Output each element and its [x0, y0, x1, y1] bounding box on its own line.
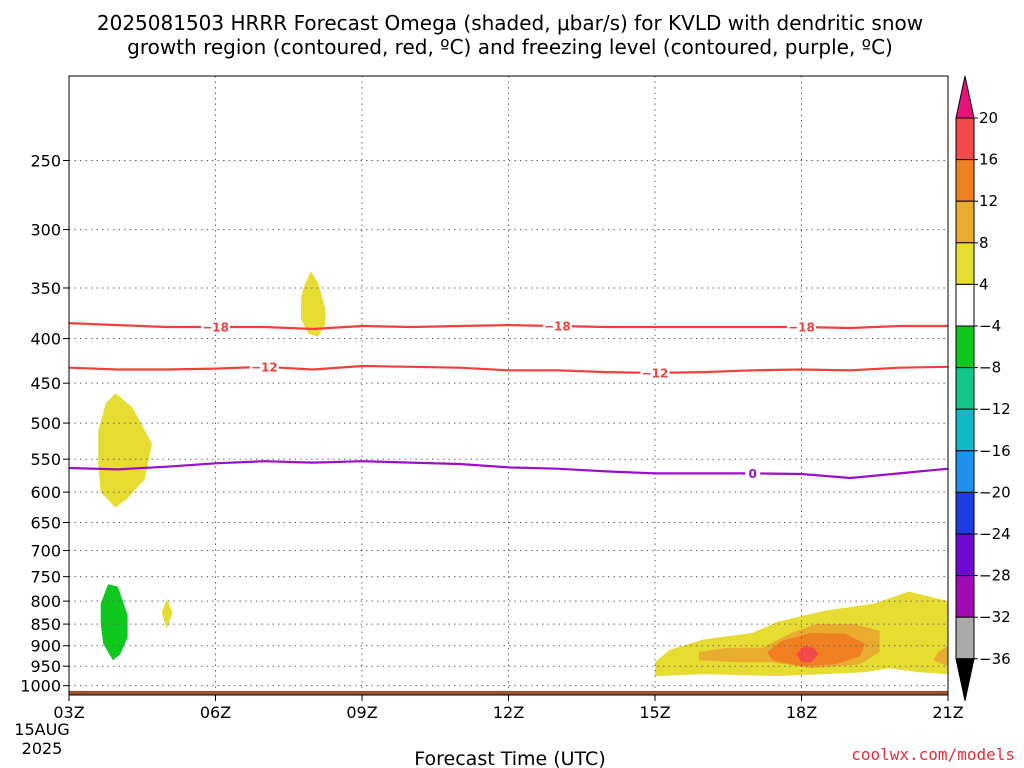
date-label-year: 2025: [22, 739, 63, 758]
x-tick-label: 03Z: [53, 703, 84, 722]
y-tick-label: 250: [30, 152, 61, 171]
colorbar-label: 20: [979, 109, 998, 127]
omega-region-3: [100, 584, 128, 661]
temperature-contours: −18 −18 −18 −12 −12 0: [69, 319, 948, 481]
y-tick-label: 950: [30, 657, 61, 676]
colorbar-label: −4: [979, 317, 1001, 335]
contour-label-bg: [787, 320, 816, 335]
x-axis-ticks: 03Z 06Z 09Z 12Z 15Z 18Z 21Z: [53, 695, 964, 722]
contour-label-bg: [249, 359, 279, 374]
colorbar-bin: [955, 533, 975, 577]
colorbar-label: −16: [979, 442, 1011, 460]
colorbar-bin: [955, 450, 975, 493]
y-tick-label: 650: [30, 513, 61, 532]
colorbar-bin: [955, 616, 975, 660]
colorbar-label: 8: [979, 234, 989, 252]
y-tick-label: 800: [30, 592, 61, 611]
y-tick-label: 750: [30, 568, 61, 587]
contour-label: −12: [251, 360, 278, 374]
y-tick-label: 400: [30, 330, 61, 349]
contour-label-bg: [542, 319, 572, 334]
omega-region-8: [796, 645, 819, 663]
y-tick-label: 550: [30, 450, 61, 469]
date-label-day: 15AUG: [14, 720, 69, 739]
grid-lines: [68, 76, 949, 695]
contour-label-bg: [201, 320, 230, 335]
colorbar-bin: [955, 408, 975, 452]
x-tick-label: 12Z: [493, 703, 524, 722]
colorbar: 20 16 12 8 4 −4 −8 −12 −16 −20 −24 −28 −32 −36: [955, 75, 1011, 701]
colorbar-label: 16: [979, 151, 998, 169]
y-tick-label: 850: [30, 615, 61, 634]
colorbar-label: −12: [979, 400, 1011, 418]
colorbar-bin: [955, 75, 975, 119]
contour-label: 0: [748, 467, 756, 481]
contour-line-2: [69, 460, 948, 480]
y-tick-label: 300: [30, 221, 61, 240]
colorbar-bin: [955, 159, 975, 202]
colorbar-label: −32: [979, 608, 1011, 626]
colorbar-label: −8: [979, 359, 1001, 377]
colorbar-bin: [955, 575, 975, 618]
contour-label: −12: [642, 366, 669, 380]
colorbar-bin: [955, 367, 975, 410]
y-tick-label: 600: [30, 483, 61, 502]
y-axis-ticks: 250 300 350 400 450 500 550 600 650 700 750 800 850 9…: [20, 152, 69, 696]
y-tick-label: 900: [30, 637, 61, 656]
contour-label: −18: [202, 321, 229, 335]
contour-label-bg: [745, 466, 761, 481]
contour-label-bg: [640, 365, 670, 380]
colorbar-label: −36: [979, 650, 1011, 668]
y-tick-label: 450: [30, 374, 61, 393]
x-tick-label: 15Z: [639, 703, 670, 722]
omega-region-7: [767, 632, 865, 667]
colorbar-bin: [955, 242, 975, 285]
colorbar-bin: [955, 491, 975, 535]
y-tick-label: 700: [30, 542, 61, 561]
x-tick-label: 09Z: [346, 703, 377, 722]
chart-title-line1: 2025081503 HRRR Forecast Omega (shaded, …: [97, 11, 923, 35]
colorbar-bin: [955, 283, 975, 327]
omega-region-1: [301, 271, 326, 337]
omega-region-2: [161, 598, 173, 629]
colorbar-label: 4: [979, 275, 989, 293]
colorbar-bin: [955, 200, 975, 244]
chart-title-line2: growth region (contoured, red, ºC) and f…: [127, 35, 893, 59]
x-tick-label: 18Z: [786, 703, 817, 722]
contour-label: −18: [788, 321, 815, 335]
x-tick-label: 06Z: [200, 703, 231, 722]
colorbar-bin: [955, 117, 975, 161]
colorbar-bin: [955, 325, 975, 369]
x-axis-label: Forecast Time (UTC): [414, 748, 605, 768]
colorbar-label: −20: [979, 483, 1011, 501]
contour-label: −18: [544, 320, 571, 334]
omega-region-6: [933, 645, 948, 667]
colorbar-label: −28: [979, 567, 1011, 585]
x-tick-label: 21Z: [932, 703, 963, 722]
y-tick-label: 500: [30, 414, 61, 433]
credit-link[interactable]: coolwx.com/models: [851, 745, 1015, 764]
colorbar-label: −24: [979, 525, 1011, 543]
contour-line-1: [69, 364, 948, 375]
omega-shading: [98, 271, 948, 677]
omega-region-0: [98, 393, 152, 508]
colorbar-label: 12: [979, 192, 998, 210]
y-tick-label: 1000: [20, 677, 61, 696]
colorbar-bin: [955, 658, 975, 701]
y-tick-label: 350: [30, 279, 61, 298]
